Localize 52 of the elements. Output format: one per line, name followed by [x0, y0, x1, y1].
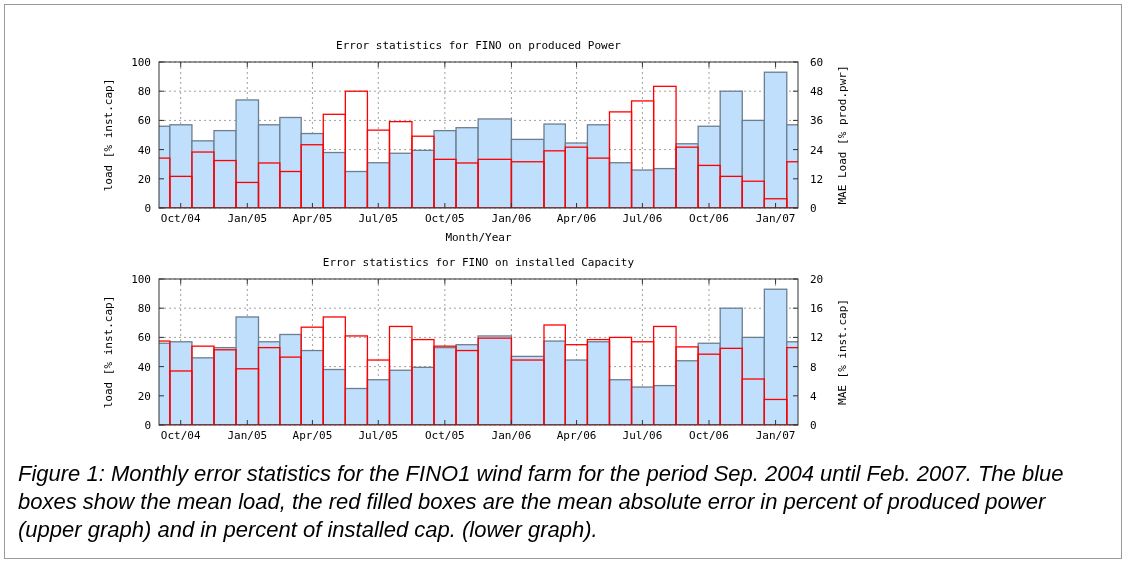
x-tick-label: Apr/05 — [292, 429, 333, 442]
y2-tick-label: 12 — [810, 172, 824, 186]
x-tick-label: Oct/04 — [160, 212, 201, 225]
x-tick-label: Jan/05 — [227, 212, 268, 225]
y2-tick-label: 24 — [810, 143, 824, 157]
y-tick-label: 0 — [144, 419, 151, 432]
y-tick-label: 60 — [137, 331, 151, 345]
x-tick-label: Apr/06 — [556, 212, 597, 225]
y2-axis-title: MAE [% inst.cap] — [836, 299, 849, 405]
x-tick-label: Jul/06 — [622, 212, 663, 225]
y2-tick-label: 12 — [810, 331, 824, 345]
y-tick-label: 20 — [137, 172, 151, 186]
y-axis-title: load [% inst.cap] — [102, 78, 115, 192]
caption: Figure 1: Monthly error statistics for the FINO1 wind farm for the period Sep. 2004 until Feb. 2007. The blue boxes show the mean load, the red filled boxes are the mean absolute error in percent of produced power (upper graph) and in percent of installed cap. (lower graph). — [18, 460, 1065, 544]
y2-axis-title: MAE Load [% prod.pwr] — [836, 65, 849, 205]
y-tick-label: 100 — [131, 273, 151, 286]
y2-tick-label: 0 — [810, 202, 817, 215]
y2-tick-label: 4 — [810, 389, 817, 403]
y-tick-label: 0 — [144, 202, 151, 215]
x-tick-label: Jul/05 — [358, 212, 399, 225]
x-tick-label: Jan/05 — [227, 429, 268, 442]
y-axis-title: load [% inst.cap] — [102, 295, 115, 409]
y-tick-label: 40 — [137, 360, 151, 374]
y-tick-label: 100 — [131, 56, 151, 69]
x-tick-label: Jan/07 — [755, 429, 796, 442]
x-tick-label: Apr/06 — [556, 429, 597, 442]
y2-tick-label: 16 — [810, 302, 824, 316]
x-tick-label: Jan/07 — [755, 212, 796, 225]
y2-tick-label: 8 — [810, 360, 817, 374]
x-tick-label: Oct/06 — [689, 212, 729, 225]
x-tick-label: Apr/05 — [292, 212, 333, 225]
x-tick-label: Oct/06 — [689, 429, 729, 442]
y-tick-label: 40 — [137, 143, 151, 157]
y2-tick-label: 36 — [810, 114, 824, 128]
y-tick-label: 20 — [137, 389, 151, 403]
x-tick-label: Jul/06 — [622, 429, 663, 442]
chart-title: Error statistics for FINO on installed Capacity — [322, 256, 635, 269]
chart-title: Error statistics for FINO on produced Power — [336, 39, 622, 52]
x-axis-title: Month/Year — [445, 231, 512, 244]
x-tick-label: Jan/06 — [491, 429, 532, 442]
x-tick-label: Oct/05 — [424, 429, 465, 442]
x-tick-label: Jul/05 — [358, 429, 399, 442]
y-tick-label: 80 — [137, 85, 151, 99]
y2-tick-label: 20 — [810, 273, 824, 286]
y-tick-label: 80 — [137, 302, 151, 316]
x-tick-label: Oct/05 — [424, 212, 465, 225]
y2-tick-label: 48 — [810, 85, 824, 99]
y2-tick-label: 0 — [810, 419, 817, 432]
y2-tick-label: 60 — [810, 56, 824, 69]
y-tick-label: 60 — [137, 114, 151, 128]
x-tick-label: Oct/04 — [160, 429, 201, 442]
x-tick-label: Jan/06 — [491, 212, 532, 225]
